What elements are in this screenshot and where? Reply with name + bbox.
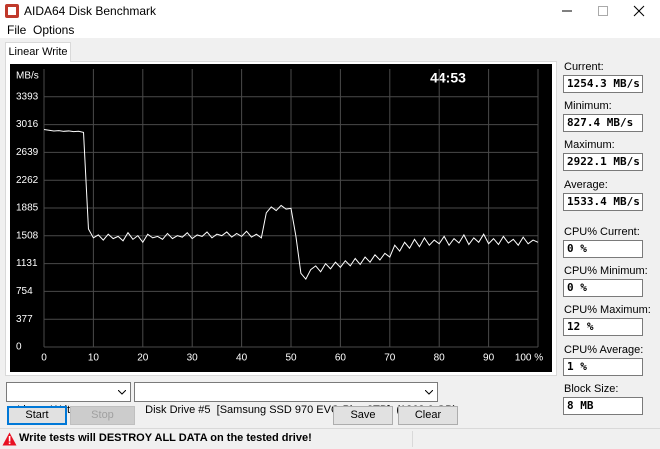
x-tick-label: 100 %	[515, 353, 543, 364]
stat-value: 2922.1 MB/s	[563, 153, 643, 171]
test-select[interactable]: Linear Write	[6, 382, 131, 416]
dropdown-arrow	[118, 390, 126, 395]
menu-bar: File Options	[0, 22, 660, 38]
x-tick-label: 80	[434, 353, 446, 364]
close-button[interactable]	[633, 5, 645, 17]
stat-label: Maximum:	[564, 139, 615, 151]
stat-label: Block Size:	[564, 383, 619, 395]
x-tick-label: 10	[88, 353, 100, 364]
stat-value: 12 %	[563, 318, 643, 336]
plot-background	[10, 64, 552, 372]
x-tick-label: 50	[285, 353, 297, 364]
start-button[interactable]: Start	[7, 406, 67, 425]
stat-label: Current:	[564, 61, 604, 73]
menu-item[interactable]: File	[7, 23, 27, 37]
tab[interactable]: Linear Write	[5, 42, 71, 62]
stat-value: 1254.3 MB/s	[563, 75, 643, 93]
y-tick-label: 1131	[16, 258, 38, 269]
stat-value: 8 MB	[563, 397, 643, 415]
chart: MB/s 44:53 0 377 754 1131 1508 1885 2262 2639 3016…	[10, 64, 552, 372]
stat-value: 0 %	[563, 279, 643, 297]
x-tick-label: 0	[41, 353, 47, 364]
stat-value: 1533.4 MB/s	[563, 193, 643, 211]
y-tick-label: 2639	[16, 147, 39, 158]
save-button[interactable]: Save	[333, 406, 393, 425]
y-tick-label: 3016	[16, 119, 39, 130]
title-bar: AIDA64 Disk Benchmark	[0, 0, 660, 22]
stat-label: CPU% Average:	[564, 344, 644, 356]
warning-text: Write tests will DESTROY ALL DATA on the…	[19, 432, 312, 444]
maximize-button[interactable]	[598, 6, 608, 16]
warning-icon	[2, 432, 17, 446]
y-tick-label: 754	[16, 286, 33, 297]
stat-value: 1 %	[563, 358, 643, 376]
x-tick-label: 40	[236, 353, 248, 364]
stop-button: Stop	[70, 406, 135, 425]
window-title: AIDA64 Disk Benchmark	[24, 4, 157, 18]
drive-select[interactable]: Disk Drive #5 [Samsung SSD 970 EVO Plus …	[134, 382, 456, 416]
status-separator	[0, 428, 660, 429]
y-tick-label: 1885	[16, 203, 39, 214]
y-tick-label: 1508	[16, 230, 39, 241]
y-tick-label: 0	[16, 342, 22, 353]
stat-label: Minimum:	[564, 100, 612, 112]
stat-label: CPU% Minimum:	[564, 265, 648, 277]
x-tick-label: 20	[137, 353, 149, 364]
y-axis-label: MB/s	[16, 71, 39, 82]
clear-button[interactable]: Clear	[398, 406, 458, 425]
y-tick-label: 3393	[16, 91, 39, 102]
x-tick-label: 70	[384, 353, 396, 364]
stat-value: 0 %	[563, 240, 643, 258]
x-tick-label: 90	[483, 353, 495, 364]
window-controls	[562, 5, 645, 17]
timer: 44:53	[430, 70, 466, 86]
status-divider	[412, 431, 413, 447]
data-line	[43, 128, 539, 281]
menu-item[interactable]: Options	[33, 23, 75, 37]
stat-value: 827.4 MB/s	[563, 114, 643, 132]
x-tick-label: 60	[335, 353, 347, 364]
stat-label: Average:	[564, 179, 608, 191]
dropdown-arrow	[425, 390, 433, 395]
y-tick-label: 2262	[16, 175, 39, 186]
stat-label: CPU% Maximum:	[564, 304, 651, 316]
stat-label: CPU% Current:	[564, 226, 640, 238]
app-icon	[5, 4, 19, 18]
x-tick-label: 30	[187, 353, 199, 364]
y-tick-label: 377	[16, 314, 33, 325]
